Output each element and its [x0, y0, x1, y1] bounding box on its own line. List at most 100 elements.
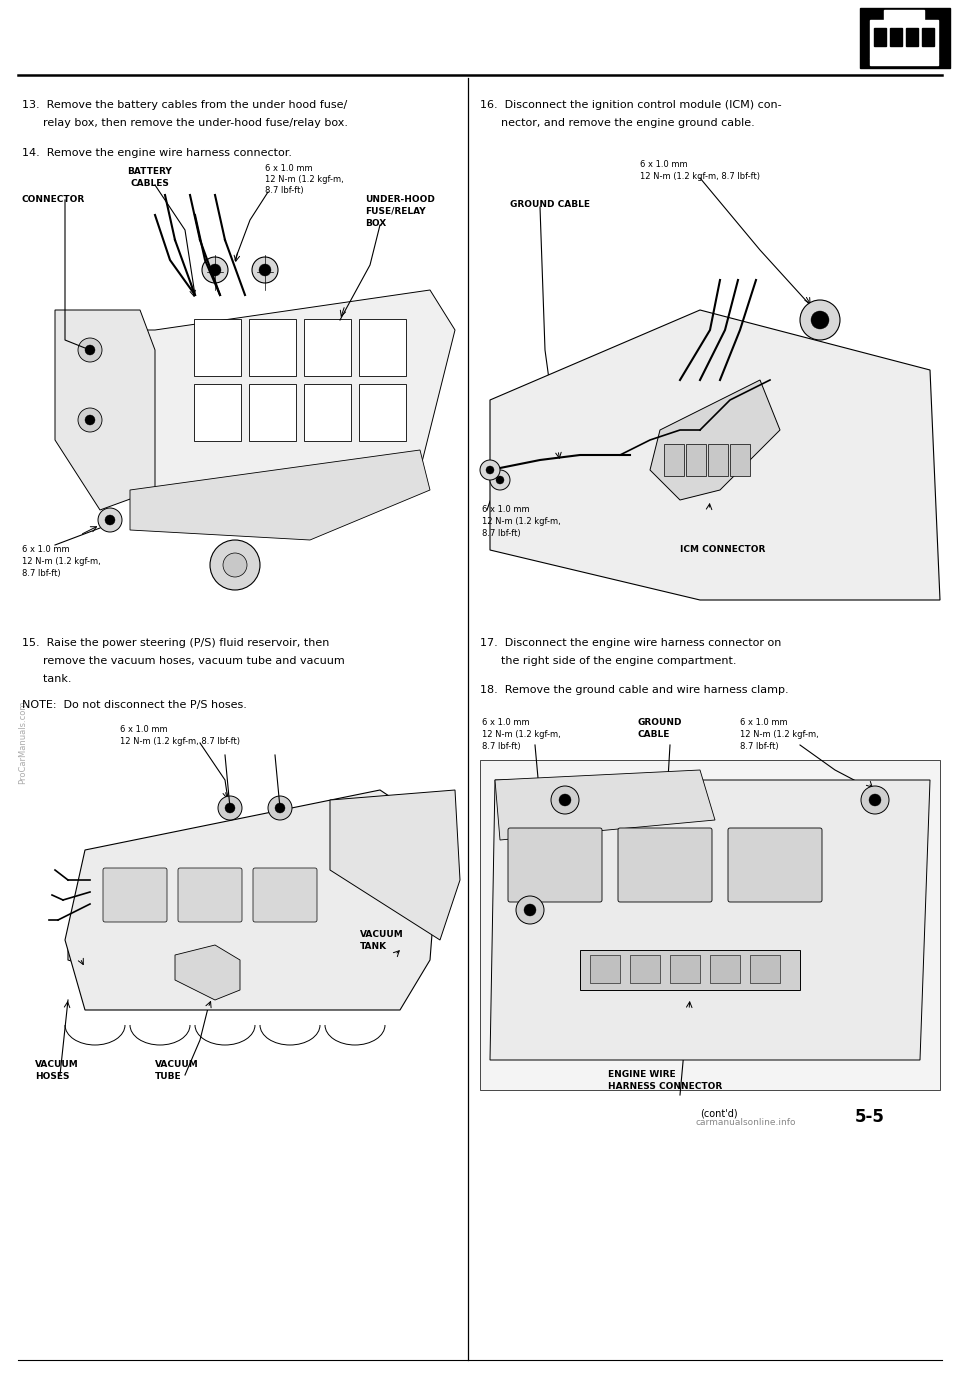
- Text: CONNECTOR: CONNECTOR: [22, 195, 85, 203]
- Text: 17.  Disconnect the engine wire harness connector on: 17. Disconnect the engine wire harness c…: [480, 638, 781, 648]
- FancyBboxPatch shape: [103, 868, 167, 922]
- Text: VACUUM: VACUUM: [360, 931, 404, 939]
- Text: 8.7 lbf-ft): 8.7 lbf-ft): [740, 742, 779, 751]
- Text: ICM CONNECTOR: ICM CONNECTOR: [680, 545, 765, 554]
- Text: FUSE/RELAY: FUSE/RELAY: [365, 208, 425, 216]
- Text: 12 N-m (1.2 kgf-m,: 12 N-m (1.2 kgf-m,: [740, 730, 819, 740]
- FancyBboxPatch shape: [178, 868, 242, 922]
- Polygon shape: [55, 311, 155, 510]
- Text: 18.  Remove the ground cable and wire harness clamp.: 18. Remove the ground cable and wire har…: [480, 685, 788, 695]
- FancyBboxPatch shape: [618, 827, 712, 903]
- FancyBboxPatch shape: [922, 28, 934, 46]
- Text: BATTERY: BATTERY: [128, 167, 173, 176]
- FancyBboxPatch shape: [708, 444, 728, 476]
- Text: 13.  Remove the battery cables from the under hood fuse/: 13. Remove the battery cables from the u…: [22, 100, 348, 110]
- Polygon shape: [330, 790, 460, 940]
- Circle shape: [516, 896, 544, 924]
- Text: 12 N-m (1.2 kgf-m,: 12 N-m (1.2 kgf-m,: [482, 517, 561, 527]
- FancyBboxPatch shape: [249, 319, 296, 376]
- Circle shape: [85, 415, 95, 425]
- Circle shape: [490, 469, 510, 490]
- FancyBboxPatch shape: [664, 444, 684, 476]
- Text: 5-5: 5-5: [855, 1107, 885, 1126]
- FancyBboxPatch shape: [884, 10, 924, 24]
- Text: ENGINE WIRE: ENGINE WIRE: [608, 1070, 676, 1080]
- FancyBboxPatch shape: [359, 319, 406, 376]
- Text: 14.  Remove the engine wire harness connector.: 14. Remove the engine wire harness conne…: [22, 148, 292, 157]
- Circle shape: [268, 795, 292, 820]
- Polygon shape: [650, 380, 780, 500]
- Text: 12 N-m (1.2 kgf-m,: 12 N-m (1.2 kgf-m,: [22, 557, 101, 566]
- Circle shape: [496, 476, 504, 483]
- Circle shape: [202, 256, 228, 283]
- FancyBboxPatch shape: [670, 956, 700, 983]
- Circle shape: [486, 467, 494, 474]
- Text: VACUUM: VACUUM: [155, 1060, 199, 1068]
- Text: CABLES: CABLES: [131, 178, 169, 188]
- Text: 12 N-m (1.2 kgf-m,: 12 N-m (1.2 kgf-m,: [482, 730, 561, 740]
- FancyBboxPatch shape: [359, 384, 406, 442]
- Text: CABLE: CABLE: [638, 730, 670, 740]
- Text: 6 x 1.0 mm: 6 x 1.0 mm: [640, 160, 687, 169]
- Polygon shape: [490, 311, 940, 600]
- Circle shape: [861, 786, 889, 814]
- Text: TANK: TANK: [360, 942, 387, 951]
- Text: 6 x 1.0 mm: 6 x 1.0 mm: [482, 506, 530, 514]
- Text: nector, and remove the engine ground cable.: nector, and remove the engine ground cab…: [480, 118, 755, 128]
- FancyBboxPatch shape: [249, 384, 296, 442]
- Circle shape: [98, 508, 122, 532]
- Text: BOX: BOX: [365, 219, 386, 228]
- Circle shape: [480, 460, 500, 481]
- Text: 8.7 lbf-ft): 8.7 lbf-ft): [22, 568, 60, 578]
- Polygon shape: [65, 790, 440, 1010]
- Text: (cont'd): (cont'd): [700, 1107, 737, 1119]
- Text: tank.: tank.: [22, 674, 71, 684]
- Text: TUBE: TUBE: [155, 1073, 181, 1081]
- Circle shape: [811, 311, 829, 329]
- FancyBboxPatch shape: [874, 28, 886, 46]
- FancyBboxPatch shape: [710, 956, 740, 983]
- Polygon shape: [110, 290, 455, 529]
- Circle shape: [559, 794, 571, 807]
- Text: 6 x 1.0 mm: 6 x 1.0 mm: [120, 724, 168, 734]
- FancyBboxPatch shape: [194, 384, 241, 442]
- Circle shape: [78, 338, 102, 362]
- FancyBboxPatch shape: [870, 20, 938, 59]
- Circle shape: [105, 515, 115, 525]
- Text: carmanualsonline.info: carmanualsonline.info: [695, 1119, 796, 1127]
- Text: 8.7 lbf-ft): 8.7 lbf-ft): [482, 742, 520, 751]
- Text: 12 N-m (1.2 kgf-m, 8.7 lbf-ft): 12 N-m (1.2 kgf-m, 8.7 lbf-ft): [640, 171, 760, 181]
- Text: VACUUM: VACUUM: [35, 1060, 79, 1068]
- FancyBboxPatch shape: [906, 28, 918, 46]
- Text: 6 x 1.0 mm: 6 x 1.0 mm: [265, 164, 313, 173]
- Circle shape: [210, 540, 260, 591]
- Polygon shape: [495, 770, 715, 840]
- FancyBboxPatch shape: [304, 384, 351, 442]
- Text: GROUND CABLE: GROUND CABLE: [510, 201, 590, 209]
- Text: 12 N-m (1.2 kgf-m, 8.7 lbf-ft): 12 N-m (1.2 kgf-m, 8.7 lbf-ft): [120, 737, 240, 747]
- Circle shape: [252, 256, 278, 283]
- FancyBboxPatch shape: [508, 827, 602, 903]
- Text: remove the vacuum hoses, vacuum tube and vacuum: remove the vacuum hoses, vacuum tube and…: [22, 656, 345, 666]
- FancyBboxPatch shape: [194, 319, 241, 376]
- FancyBboxPatch shape: [630, 956, 660, 983]
- Polygon shape: [130, 450, 430, 540]
- FancyBboxPatch shape: [870, 59, 938, 65]
- Text: 6 x 1.0 mm: 6 x 1.0 mm: [482, 717, 530, 727]
- Polygon shape: [490, 780, 930, 1060]
- Circle shape: [275, 802, 285, 814]
- FancyBboxPatch shape: [590, 956, 620, 983]
- Text: HOSES: HOSES: [35, 1073, 69, 1081]
- FancyBboxPatch shape: [728, 827, 822, 903]
- Text: 12 N-m (1.2 kgf-m,: 12 N-m (1.2 kgf-m,: [265, 176, 344, 184]
- Text: GROUND: GROUND: [638, 717, 683, 727]
- Text: 8.7 lbf-ft): 8.7 lbf-ft): [265, 187, 303, 195]
- Text: relay box, then remove the under-hood fuse/relay box.: relay box, then remove the under-hood fu…: [22, 118, 348, 128]
- Circle shape: [209, 265, 221, 276]
- Circle shape: [218, 795, 242, 820]
- FancyBboxPatch shape: [253, 868, 317, 922]
- Circle shape: [85, 345, 95, 355]
- FancyBboxPatch shape: [304, 319, 351, 376]
- Circle shape: [223, 553, 247, 577]
- Text: ProCarManuals.com: ProCarManuals.com: [18, 701, 27, 783]
